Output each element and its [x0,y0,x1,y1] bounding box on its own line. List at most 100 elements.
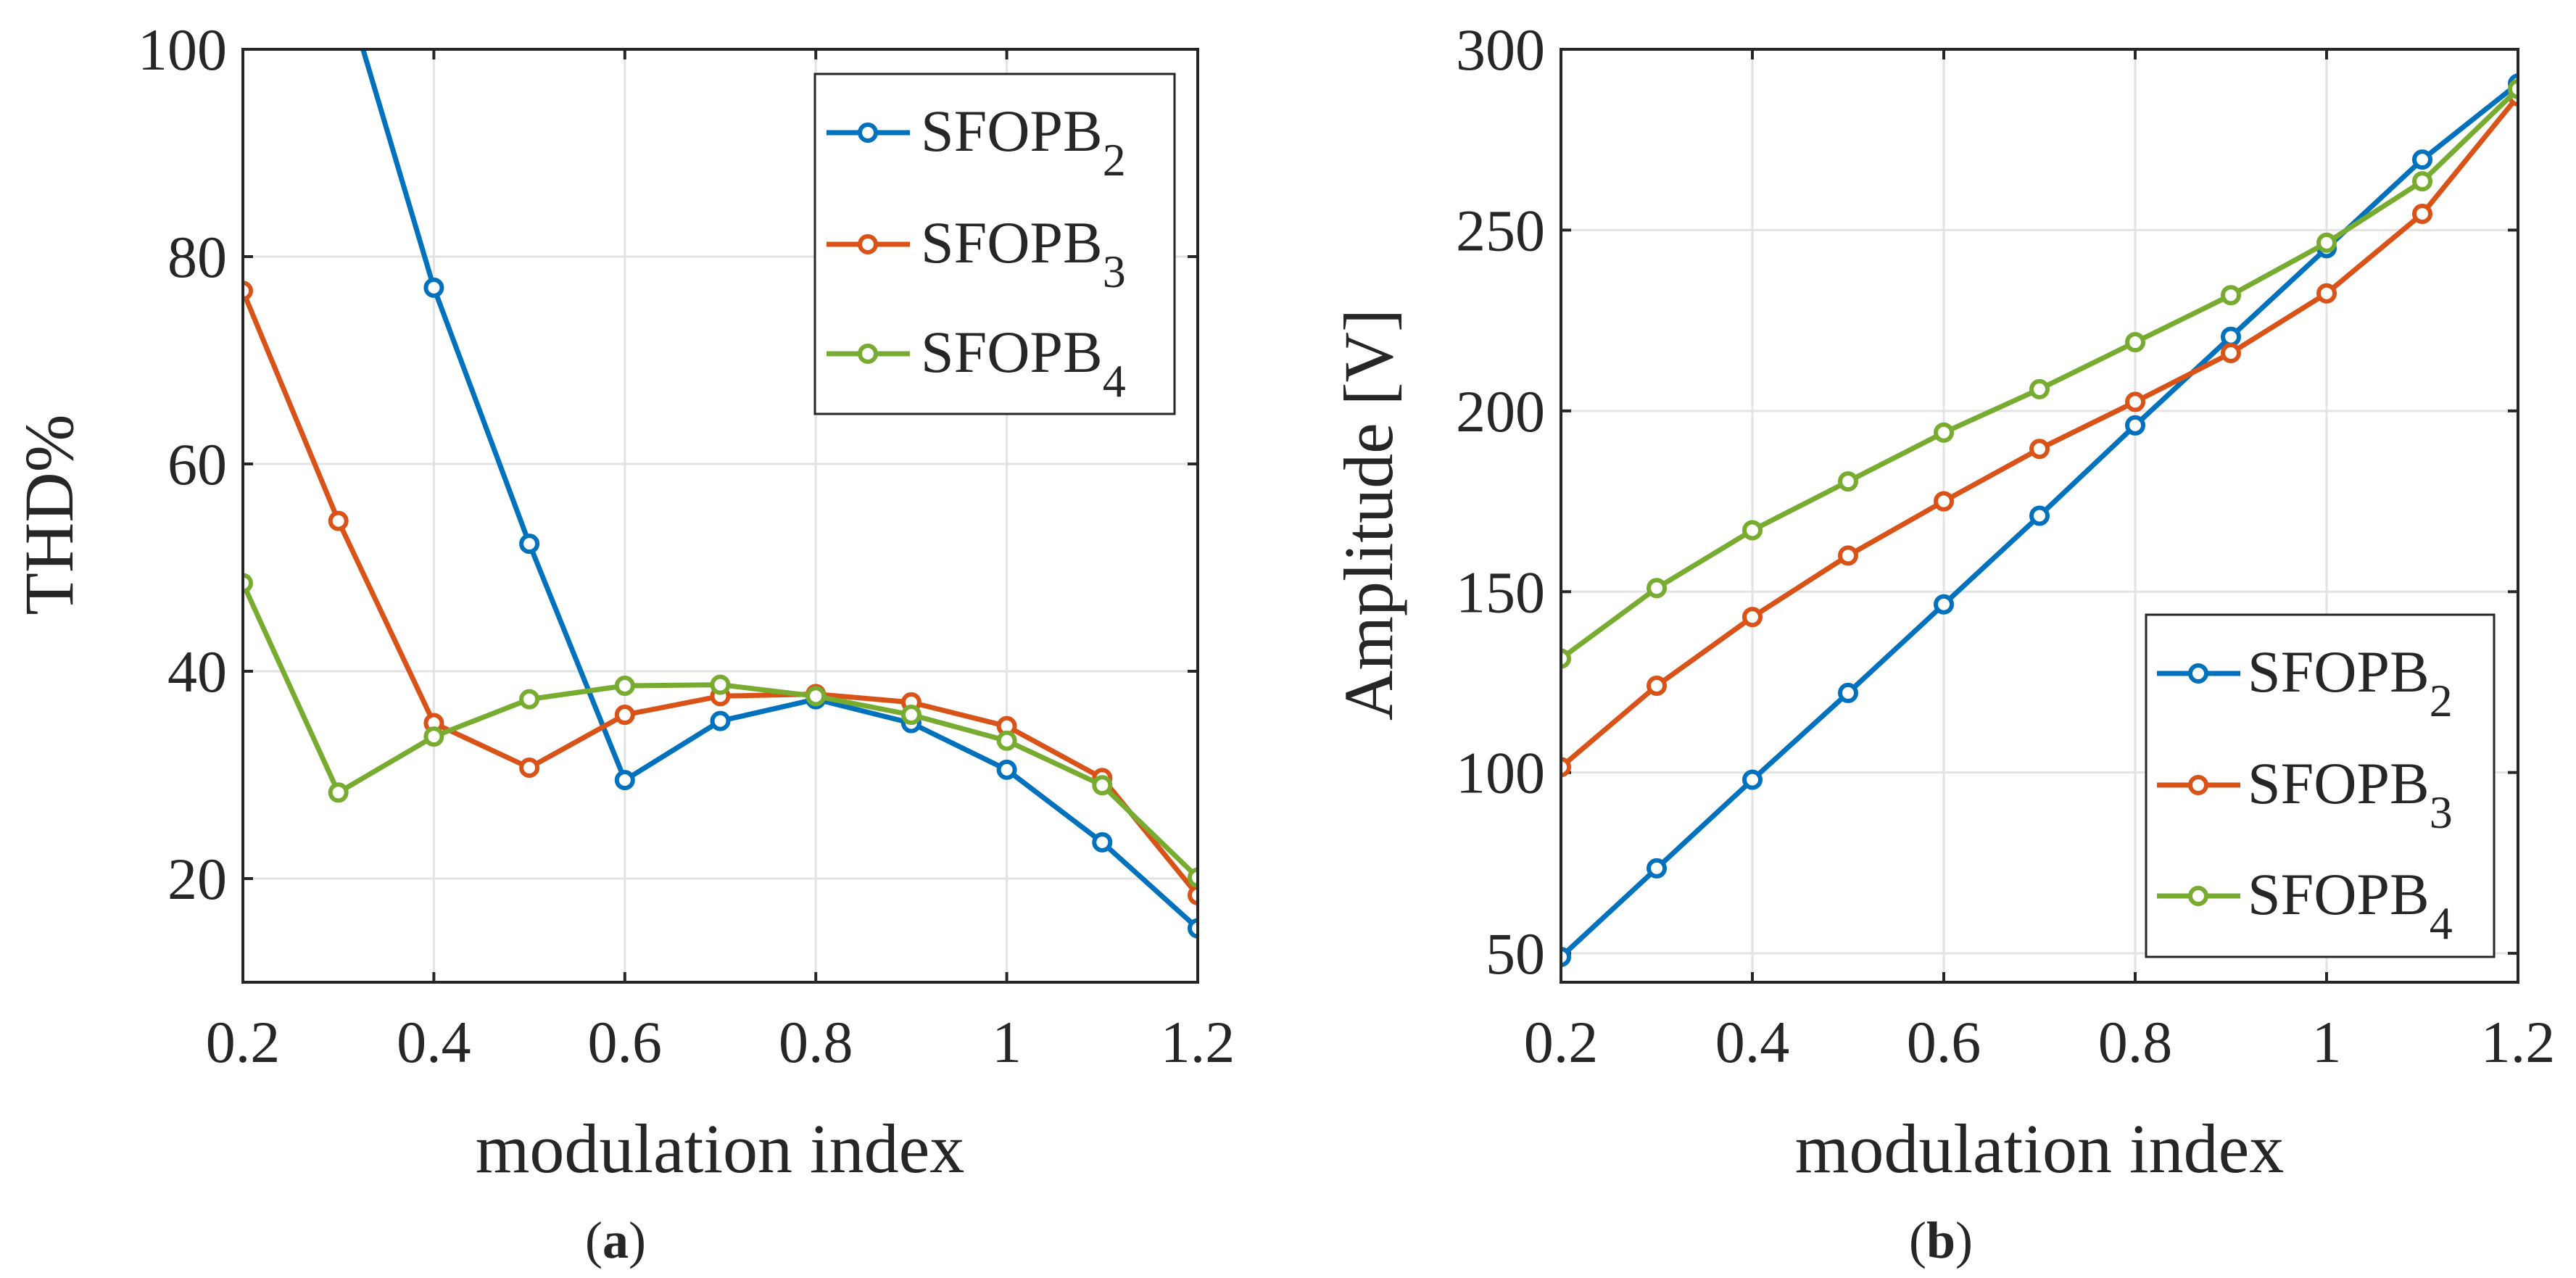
amplitude-chart-panel-label: (b) [1909,1211,1973,1269]
amplitude-chart-x-axis-title: modulation index [1795,1110,2285,1187]
amplitude-point-sfopb3 [1934,491,1954,512]
amplitude-y-tick-label: 200 [1456,378,1545,444]
thd-point-sfopb2 [1092,831,1113,852]
amplitude-point-sfopb3 [2029,439,2050,460]
amplitude-point-sfopb2 [2125,415,2145,436]
amplitude-line-sfopb4 [1561,87,2518,661]
thd-point-sfopb4 [328,782,349,803]
amplitude-legend-marker-sfopb2 [2188,663,2208,684]
thd-x-tick-label: 0.8 [779,1009,853,1075]
amplitude-y-tick-label: 150 [1456,559,1545,625]
thd-y-tick-label: 80 [167,224,227,290]
amplitude-chart-y-axis-title: Amplitude [V] [1330,309,1407,721]
thd-chart-panel: 0.2 0.4 0.6 0.8 1 1.2 20 40 60 80 100 modulation … [10,17,1235,1269]
thd-chart-y-axis-title: THD% [10,414,88,615]
amplitude-legend-entry-sfopb3: SFOPB3 [2157,750,2453,838]
thd-legend-entry-sfopb3: SFOPB3 [827,209,1126,297]
amplitude-point-sfopb2 [1742,769,1763,790]
thd-legend-marker-sfopb4 [858,344,878,364]
amplitude-point-sfopb4 [1838,471,1858,492]
amplitude-point-sfopb4 [2508,78,2518,99]
thd-legend-label-sfopb3: SFOPB3 [921,209,1126,297]
amplitude-point-sfopb3 [2221,343,2241,364]
amplitude-point-sfopb4 [2412,171,2432,192]
thd-series-sfopb4 [243,573,1198,888]
thd-chart-plot-frame [241,48,1199,984]
amplitude-x-tick-label: 0.8 [2098,1009,2173,1075]
amplitude-legend-marker-sfopb3 [2188,775,2208,795]
thd-point-sfopb2 [710,710,731,731]
amplitude-x-tick-label: 0.6 [1907,1009,1981,1075]
thd-point-sfopb4 [996,730,1017,751]
amplitude-chart-plot-frame [1560,48,2519,984]
amplitude-chart-legend: SFOPB2 SFOPB3 SFOPB4 [2145,613,2496,958]
amplitude-y-tick-label: 250 [1456,197,1545,263]
amplitude-point-sfopb4 [1934,422,1954,443]
thd-point-sfopb4 [710,674,731,695]
amplitude-legend-label-sfopb2: SFOPB2 [2248,639,2453,726]
thd-x-tick-label: 0.6 [588,1009,663,1075]
amplitude-point-sfopb3 [1561,757,1571,778]
amplitude-point-sfopb3 [1647,675,1667,696]
thd-point-sfopb4 [243,573,253,594]
thd-legend-entry-sfopb2: SFOPB2 [827,98,1126,186]
amplitude-y-tick-label: 300 [1456,17,1545,83]
amplitude-point-sfopb2 [1561,947,1571,968]
amplitude-x-tick-label: 1.2 [2481,1009,2556,1075]
thd-point-sfopb4 [1188,867,1198,888]
thd-line-sfopb2 [360,49,1198,931]
amplitude-point-sfopb4 [2221,285,2241,306]
thd-y-tick-label: 40 [167,639,227,705]
amplitude-point-sfopb3 [2316,283,2337,304]
amplitude-series-sfopb4 [1561,78,2518,669]
thd-chart-series-group [243,49,1198,939]
amplitude-point-sfopb2 [2221,326,2241,347]
thd-point-sfopb4 [1092,775,1113,796]
thd-legend-marker-sfopb2 [858,123,878,143]
thd-point-sfopb2 [423,277,444,298]
amplitude-point-sfopb4 [1647,578,1667,599]
amplitude-x-tick-label: 0.4 [1715,1009,1790,1075]
amplitude-chart-y-tick-labels: 50 100 150 200 250 300 [1456,17,1545,987]
amplitude-chart-panel: 0.2 0.4 0.6 0.8 1 1.2 50 100 150 200 250 300 modul… [1330,17,2555,1269]
thd-point-sfopb3 [519,757,540,778]
thd-point-sfopb3 [328,510,349,531]
amplitude-point-sfopb2 [2412,149,2432,170]
amplitude-legend-marker-sfopb4 [2188,886,2208,906]
thd-chart-x-tick-labels: 0.2 0.4 0.6 0.8 1 1.2 [206,1009,1235,1075]
amplitude-legend-label-sfopb3: SFOPB3 [2248,750,2453,838]
amplitude-point-sfopb4 [2029,378,2050,399]
thd-point-sfopb2 [519,534,540,555]
thd-y-tick-label: 60 [167,431,227,497]
thd-point-sfopb3 [1188,884,1198,905]
thd-legend-marker-sfopb3 [858,234,878,254]
amplitude-point-sfopb4 [1742,520,1763,541]
thd-legend-label-sfopb4: SFOPB4 [921,319,1126,407]
thd-point-sfopb4 [519,689,540,710]
thd-point-sfopb3 [243,281,253,302]
thd-legend-entry-sfopb4: SFOPB4 [827,319,1126,407]
amplitude-chart-x-tick-labels: 0.2 0.4 0.6 0.8 1 1.2 [1524,1009,2556,1075]
amplitude-chart-series-group [1561,73,2518,968]
thd-chart-legend: SFOPB2 SFOPB3 SFOPB4 [813,72,1176,415]
amplitude-point-sfopb2 [1838,682,1858,703]
amplitude-series-sfopb3 [1561,86,2518,778]
thd-series-sfopb3 [243,281,1198,905]
thd-chart-panel-label: (a) [585,1211,646,1269]
thd-x-tick-label: 0.2 [206,1009,281,1075]
amplitude-legend-entry-sfopb4: SFOPB4 [2157,861,2453,949]
amplitude-point-sfopb2 [2029,505,2050,526]
amplitude-point-sfopb2 [1934,594,1954,615]
amplitude-x-tick-label: 1 [2312,1009,2342,1075]
amplitude-legend-entry-sfopb2: SFOPB2 [2157,639,2453,726]
thd-point-sfopb4 [614,676,635,697]
amplitude-y-tick-label: 100 [1456,740,1545,806]
amplitude-point-sfopb3 [2412,203,2432,224]
amplitude-point-sfopb4 [2125,332,2145,353]
thd-point-sfopb4 [423,726,444,747]
thd-y-tick-label: 100 [138,17,227,83]
thd-point-sfopb2 [996,759,1017,780]
thd-point-sfopb3 [614,705,635,726]
amplitude-point-sfopb3 [2125,391,2145,412]
